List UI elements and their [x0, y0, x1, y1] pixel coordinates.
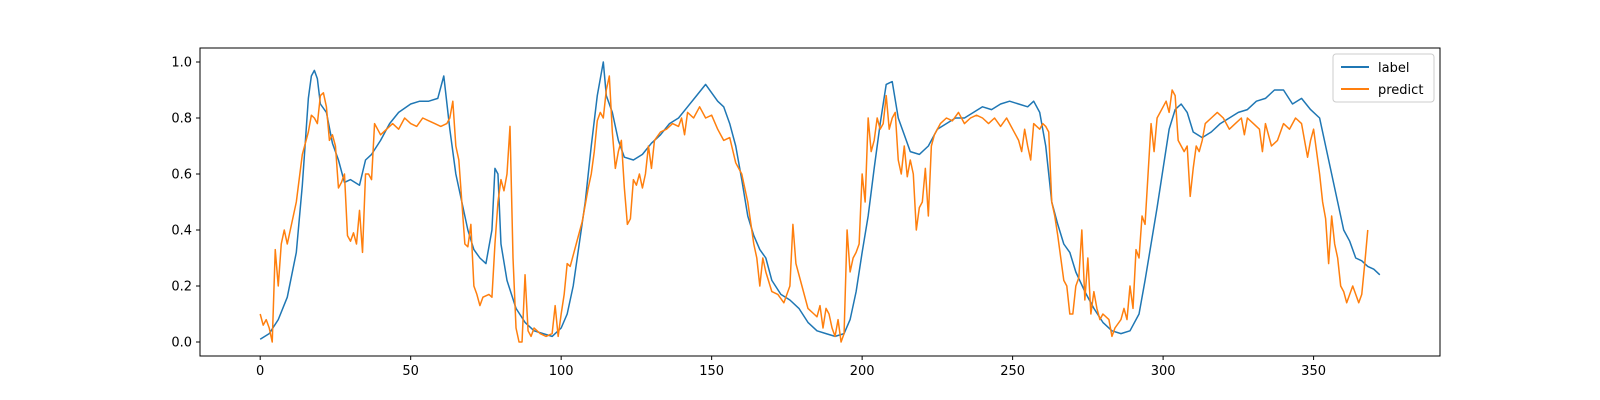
x-tick-label: 0: [256, 364, 264, 379]
series-lines: [259, 61, 1381, 343]
series-line-label: [259, 61, 1381, 340]
legend-label-predict: predict: [1378, 83, 1423, 98]
x-tick-label: 300: [1151, 364, 1176, 379]
y-tick-label: 0.6: [171, 168, 192, 183]
y-axis: 0.0 0.2 0.4 0.6 0.8 1.0: [171, 56, 200, 351]
x-tick-label: 150: [699, 364, 724, 379]
legend: label predict: [1332, 53, 1435, 103]
plot-frame: [199, 47, 1441, 357]
y-tick-label: 0.0: [171, 336, 192, 351]
series-line-predict: [259, 75, 1369, 343]
x-tick-label: 350: [1301, 364, 1326, 379]
legend-label-label: label: [1378, 61, 1409, 76]
x-tick-label: 200: [850, 364, 875, 379]
plot-background: [200, 48, 1440, 356]
x-tick-label: 50: [402, 364, 419, 379]
y-tick-label: 1.0: [171, 56, 192, 71]
y-tick-label: 0.2: [171, 280, 192, 295]
x-axis: 0 50 100 150 200 250 300 350: [256, 356, 1326, 379]
x-tick-label: 100: [549, 364, 574, 379]
y-tick-label: 0.4: [171, 224, 192, 239]
x-tick-label: 250: [1000, 364, 1025, 379]
plot-area: [200, 48, 1440, 356]
y-tick-label: 0.8: [171, 112, 192, 127]
